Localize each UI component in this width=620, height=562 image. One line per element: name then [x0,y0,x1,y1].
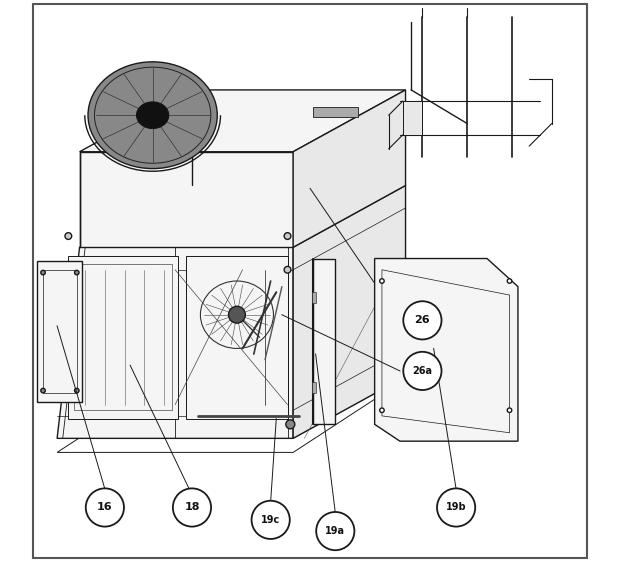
Text: 16: 16 [97,502,113,513]
Circle shape [252,501,290,539]
Polygon shape [293,185,405,438]
Polygon shape [403,101,422,135]
Polygon shape [68,256,178,419]
Text: eReplacementParts.com: eReplacementParts.com [188,297,342,310]
Text: 26: 26 [415,315,430,325]
Circle shape [74,270,79,275]
Circle shape [403,352,441,390]
Polygon shape [382,270,510,433]
Polygon shape [79,185,405,247]
Circle shape [437,488,475,527]
Ellipse shape [136,102,169,129]
Circle shape [284,233,291,239]
Text: 19b: 19b [446,502,466,513]
Circle shape [86,488,124,527]
Text: 18: 18 [184,502,200,513]
Polygon shape [293,90,405,247]
Polygon shape [374,259,518,441]
Circle shape [507,279,512,283]
Polygon shape [37,261,82,402]
Polygon shape [74,264,172,410]
Circle shape [65,233,72,239]
Circle shape [379,408,384,413]
Polygon shape [313,107,358,117]
Circle shape [229,306,246,323]
Circle shape [173,488,211,527]
Circle shape [74,388,79,393]
Circle shape [41,270,45,275]
Text: 26a: 26a [412,366,432,376]
Circle shape [507,408,512,413]
Circle shape [41,388,45,393]
Polygon shape [312,382,316,393]
Polygon shape [43,270,77,393]
Polygon shape [79,152,293,247]
Polygon shape [79,90,405,152]
Circle shape [316,512,355,550]
Text: 19a: 19a [326,526,345,536]
Circle shape [286,420,295,429]
Circle shape [284,266,291,273]
Ellipse shape [88,62,217,169]
Polygon shape [312,292,316,303]
Polygon shape [57,247,293,438]
Polygon shape [313,259,335,424]
Text: 19c: 19c [261,515,280,525]
Polygon shape [187,256,288,419]
Circle shape [403,301,441,339]
Circle shape [379,279,384,283]
Circle shape [65,266,72,273]
